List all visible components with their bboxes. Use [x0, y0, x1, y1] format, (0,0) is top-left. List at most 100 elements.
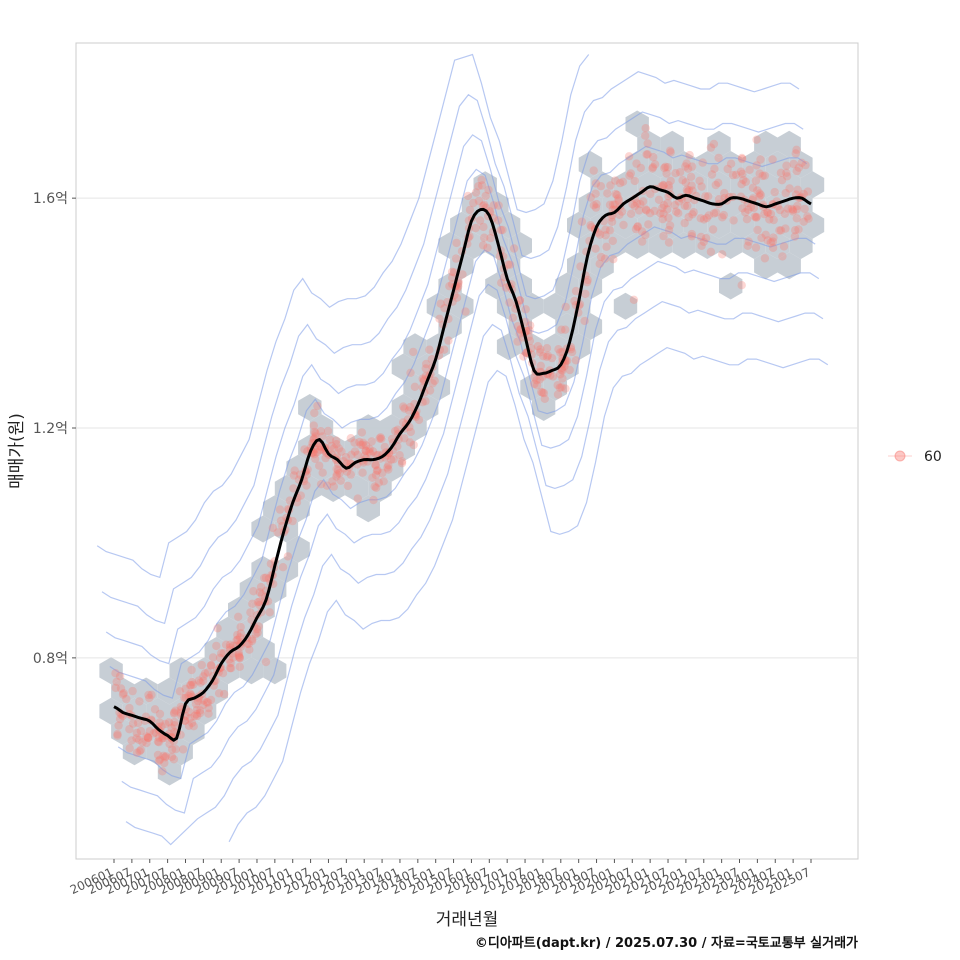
data-point: [582, 278, 592, 287]
data-point: [452, 238, 461, 248]
hex-bin: [555, 272, 579, 300]
hex-bin: [660, 130, 684, 158]
data-point: [804, 214, 813, 223]
hex-bin: [742, 191, 766, 219]
data-point: [175, 687, 185, 696]
hex-bin: [496, 333, 521, 361]
data-point: [253, 598, 263, 607]
data-point: [361, 446, 370, 455]
hex-bin: [134, 677, 158, 705]
data-point: [184, 721, 194, 730]
data-point: [186, 689, 195, 698]
hex-bin: [777, 130, 801, 158]
data-point: [316, 445, 325, 454]
data-point: [322, 481, 332, 490]
data-point: [682, 185, 692, 194]
data-point: [646, 189, 655, 199]
data-point: [115, 714, 125, 724]
data-point: [783, 204, 793, 213]
data-point: [521, 305, 530, 314]
data-point: [649, 152, 658, 162]
data-point: [720, 188, 729, 198]
data-point: [355, 437, 364, 447]
data-point: [204, 709, 213, 718]
data-point: [361, 446, 370, 455]
data-point: [384, 461, 393, 470]
data-point: [189, 680, 198, 689]
hex-bin: [122, 738, 147, 766]
data-point: [332, 440, 341, 449]
data-point: [170, 708, 179, 717]
hex-bin: [754, 171, 778, 199]
data-point: [752, 212, 761, 221]
data-point: [252, 624, 262, 634]
data-point: [632, 199, 642, 208]
data-point: [642, 150, 651, 159]
density-contour: [228, 346, 829, 843]
data-point: [336, 476, 345, 485]
data-point: [701, 192, 710, 201]
data-point: [675, 168, 685, 177]
data-point: [350, 447, 360, 456]
data-point: [561, 325, 570, 334]
data-point: [615, 178, 625, 188]
density-contours: [96, 53, 829, 846]
data-point: [503, 260, 513, 269]
data-point: [750, 212, 759, 221]
data-point: [794, 163, 803, 172]
data-point: [128, 686, 137, 696]
data-point: [132, 734, 141, 743]
data-point: [656, 209, 665, 218]
data-point: [235, 653, 244, 662]
data-point: [471, 223, 480, 233]
data-point: [369, 495, 378, 505]
data-point: [752, 213, 761, 222]
data-point: [199, 696, 208, 705]
data-point: [160, 758, 169, 768]
data-point: [614, 194, 623, 203]
hex-bin: [777, 252, 801, 280]
data-point: [666, 176, 675, 186]
data-point: [619, 220, 628, 230]
data-point: [591, 244, 600, 253]
data-point: [214, 689, 224, 698]
data-point: [289, 471, 299, 480]
data-point: [581, 289, 590, 299]
data-point: [630, 176, 639, 186]
trend-line: [113, 185, 812, 742]
data-point: [167, 723, 176, 732]
data-point: [678, 176, 687, 185]
data-point: [659, 180, 668, 190]
hex-bin: [403, 333, 427, 361]
data-point: [670, 201, 679, 210]
data-point: [159, 751, 168, 760]
data-point: [325, 435, 335, 444]
data-point: [756, 190, 765, 200]
data-point: [226, 664, 236, 673]
hex-bin: [450, 252, 474, 280]
data-point: [788, 207, 798, 216]
hex-bin: [380, 414, 404, 442]
data-point: [641, 205, 651, 214]
data-point: [596, 252, 606, 262]
hex-bin: [707, 130, 731, 158]
data-point: [737, 281, 746, 290]
data-point: [192, 710, 201, 719]
data-point: [167, 745, 177, 754]
data-point: [313, 401, 322, 411]
data-point: [611, 176, 620, 185]
data-point: [781, 224, 790, 233]
data-point: [125, 725, 134, 734]
data-point: [743, 241, 752, 250]
data-point: [375, 434, 384, 443]
data-point: [576, 262, 585, 271]
data-point: [536, 345, 545, 354]
data-point: [613, 190, 622, 200]
data-point: [629, 295, 639, 304]
density-contour: [125, 300, 824, 846]
hex-bin: [695, 191, 719, 219]
data-point: [234, 612, 243, 621]
data-point: [135, 697, 144, 706]
data-point: [684, 212, 693, 222]
data-point: [334, 466, 343, 475]
